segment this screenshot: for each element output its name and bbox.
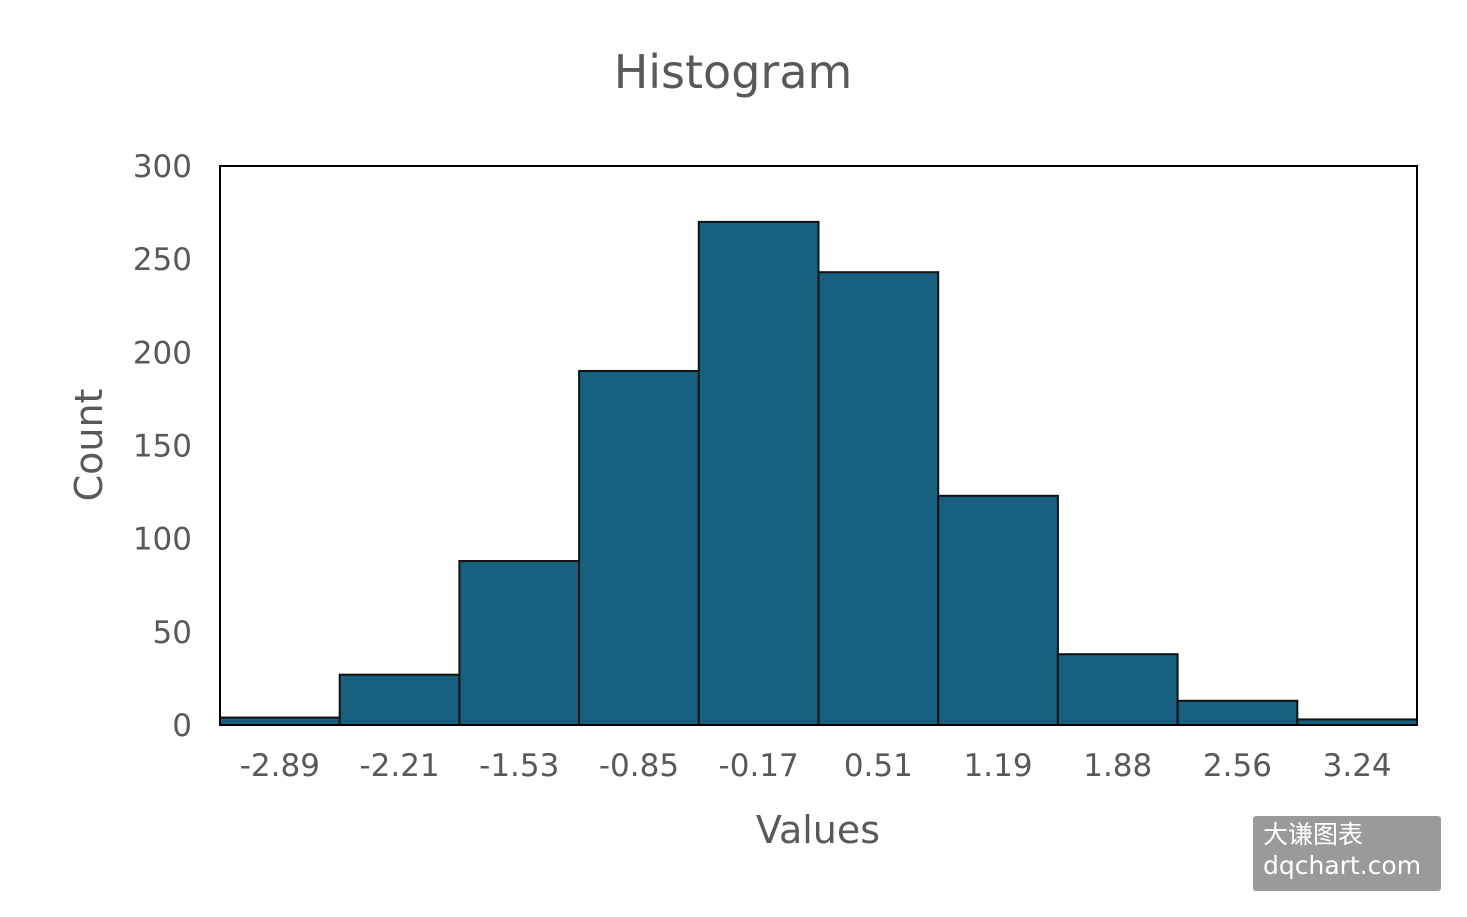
x-tick-label: 0.51 <box>844 748 913 784</box>
histogram-bar <box>219 716 341 727</box>
histogram-bar <box>338 673 461 727</box>
plot-frame <box>219 165 1418 726</box>
watermark-line-1: 大谦图表 <box>1263 820 1364 849</box>
watermark-line-2: dqchart.com <box>1263 851 1422 880</box>
y-tick-label: 50 <box>153 615 192 651</box>
y-tick-label: 100 <box>133 522 192 558</box>
x-tick-label: 1.19 <box>964 748 1033 784</box>
y-tick-label: 150 <box>133 429 192 465</box>
y-tick-label: 300 <box>133 149 192 185</box>
x-tick-label: -0.17 <box>719 748 799 784</box>
y-axis-label: Count <box>67 389 111 502</box>
histogram-bar <box>458 560 581 726</box>
histogram-bar <box>1056 653 1179 727</box>
x-tick-label: -2.21 <box>359 748 439 784</box>
x-tick-label: -0.85 <box>599 748 679 784</box>
x-axis-label: Values <box>756 808 880 852</box>
x-tick-label: 1.88 <box>1083 748 1152 784</box>
x-tick-label: 3.24 <box>1323 748 1392 784</box>
y-tick-label: 200 <box>133 335 192 371</box>
histogram-bar <box>578 369 700 726</box>
chart-title: Histogram <box>614 45 853 99</box>
histogram-bar <box>1176 699 1299 727</box>
x-tick-label: -2.89 <box>240 748 320 784</box>
histogram-bar <box>697 220 820 726</box>
y-tick-label: 0 <box>172 708 192 744</box>
histogram-bar <box>937 494 1059 726</box>
y-tick-labels: 0 50 100 150 200 250 300 <box>133 149 192 744</box>
x-tick-label: -1.53 <box>479 748 559 784</box>
x-tick-labels: -2.89 -2.21 -1.53 -0.85 -0.17 0.51 1.19 1.88 2.5… <box>240 748 1392 784</box>
y-tick-label: 250 <box>133 242 192 278</box>
watermark-badge: 大谦图表 dqchart.com <box>1253 816 1441 891</box>
bars-group <box>219 220 1419 727</box>
histogram-bar <box>817 271 940 726</box>
x-tick-label: 2.56 <box>1203 748 1272 784</box>
